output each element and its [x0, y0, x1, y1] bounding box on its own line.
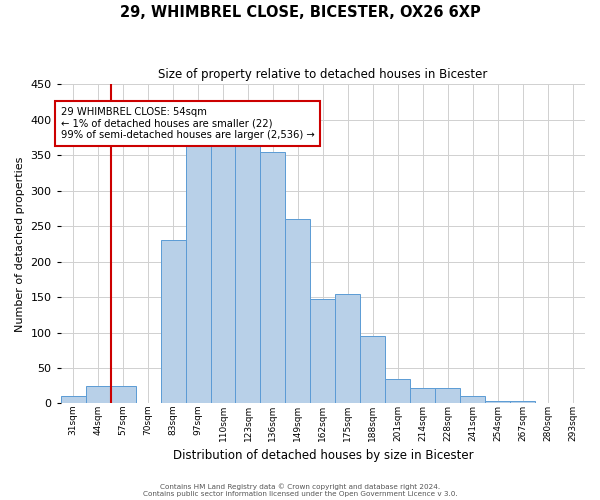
Bar — [361, 336, 385, 404]
Bar — [161, 240, 185, 404]
Bar — [211, 141, 235, 404]
Bar — [335, 294, 361, 404]
Bar — [410, 388, 435, 404]
Bar — [385, 380, 410, 404]
Bar — [310, 298, 335, 404]
Bar — [61, 396, 86, 404]
Bar — [510, 402, 535, 404]
Text: 29, WHIMBREL CLOSE, BICESTER, OX26 6XP: 29, WHIMBREL CLOSE, BICESTER, OX26 6XP — [119, 5, 481, 20]
Bar — [435, 388, 460, 404]
Bar — [185, 144, 211, 404]
Text: Contains public sector information licensed under the Open Government Licence v : Contains public sector information licen… — [143, 491, 457, 497]
Bar — [235, 141, 260, 404]
Bar — [485, 402, 510, 404]
Text: 29 WHIMBREL CLOSE: 54sqm
← 1% of detached houses are smaller (22)
99% of semi-de: 29 WHIMBREL CLOSE: 54sqm ← 1% of detache… — [61, 107, 314, 140]
Bar — [460, 396, 485, 404]
Bar — [86, 386, 110, 404]
Bar — [260, 152, 286, 404]
Title: Size of property relative to detached houses in Bicester: Size of property relative to detached ho… — [158, 68, 488, 80]
Bar — [286, 219, 310, 404]
Bar — [110, 386, 136, 404]
Bar — [535, 402, 560, 404]
X-axis label: Distribution of detached houses by size in Bicester: Distribution of detached houses by size … — [173, 450, 473, 462]
Text: Contains HM Land Registry data © Crown copyright and database right 2024.: Contains HM Land Registry data © Crown c… — [160, 484, 440, 490]
Y-axis label: Number of detached properties: Number of detached properties — [15, 156, 25, 332]
Bar — [560, 402, 585, 404]
